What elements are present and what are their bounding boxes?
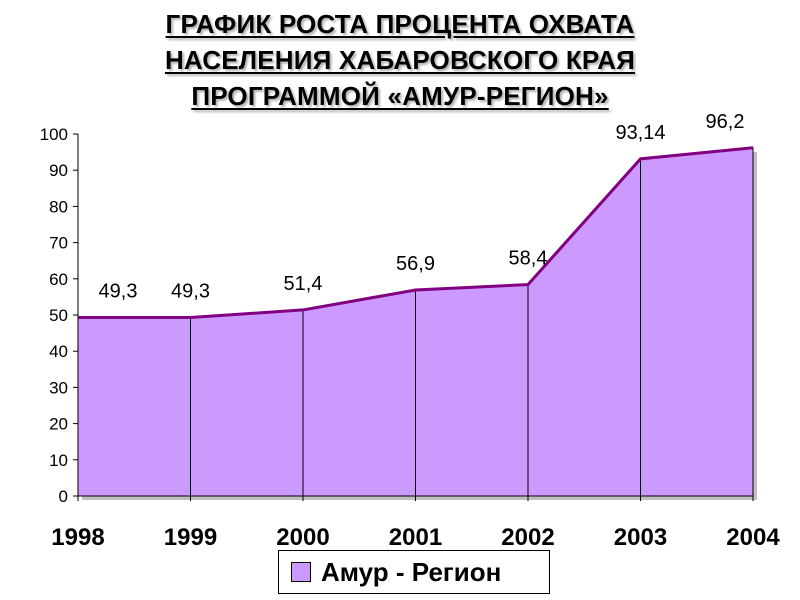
x-tick-label: 2002 [501,524,554,551]
y-tick-label: 0 [59,487,68,506]
y-tick-label: 40 [49,342,68,361]
x-tick-label: 1998 [51,524,104,551]
x-tick-label: 2004 [726,524,780,551]
chart-title-line-1: ГРАФИК РОСТА ПРОЦЕНТА ОХВАТА [165,9,635,39]
y-tick-label: 30 [49,378,68,397]
chart-title: ГРАФИК РОСТА ПРОЦЕНТА ОХВАТА НАСЕЛЕНИЯ Х… [0,6,800,114]
data-label: 49,3 [99,281,138,303]
data-label: 93,14 [615,122,665,144]
data-label: 96,2 [706,111,745,133]
legend-label: Амур - Регион [321,556,502,587]
chart-title-line-3: ПРОГРАММОЙ «АМУР-РЕГИОН» [191,81,609,111]
data-label: 49,3 [171,281,210,303]
series-line [78,146,754,320]
y-tick-label: 70 [49,234,68,253]
y-tick-label: 60 [49,270,68,289]
x-tick-label: 1999 [164,524,217,551]
legend-swatch [291,562,311,582]
x-tick-label: 2000 [276,524,329,551]
y-tick-label: 100 [40,125,68,144]
chart-title-line-2: НАСЕЛЕНИЯ ХАБАРОВСКОГО КРАЯ [164,45,636,75]
y-tick-label: 80 [49,197,68,216]
data-label: 51,4 [284,273,323,295]
x-tick-label: 2003 [614,524,667,551]
data-label: 56,9 [396,253,435,275]
chart-legend: Амур - Регион [278,550,550,594]
y-tick-label: 20 [49,415,68,434]
y-tick-label: 50 [49,306,68,325]
data-label: 58,4 [509,248,548,270]
y-tick-label: 10 [49,451,68,470]
y-tick-label: 90 [49,161,68,180]
x-tick-label: 2001 [389,524,442,551]
